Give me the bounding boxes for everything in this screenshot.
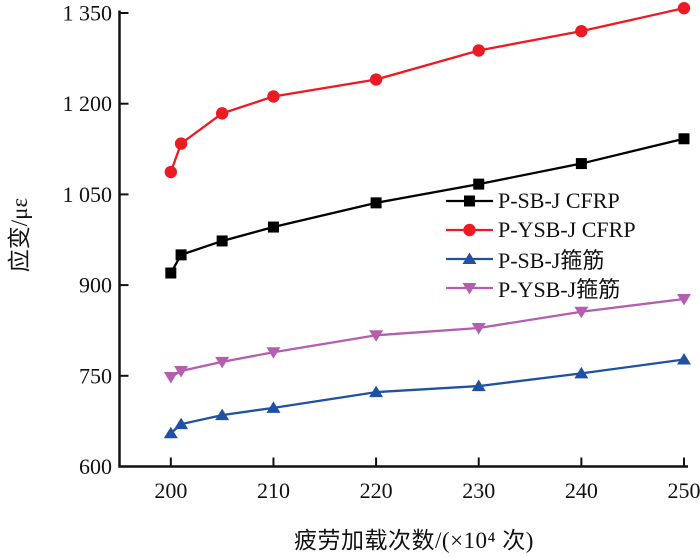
data-point-P-YSB-J-CFRP bbox=[575, 24, 588, 38]
data-point-P-YSB-J箍筋 bbox=[574, 306, 589, 319]
x-tick-label: 220 bbox=[360, 478, 393, 503]
series-line-P-SB-J-CFRP bbox=[169, 137, 685, 274]
data-point-P-YSB-J箍筋 bbox=[215, 356, 230, 369]
square-icon bbox=[446, 195, 493, 206]
data-point-P-YSB-J-CFRP bbox=[215, 107, 229, 120]
triangle-down-icon bbox=[446, 282, 493, 294]
data-point-P-SB-J箍筋 bbox=[163, 426, 178, 439]
data-point-P-SB-J箍筋 bbox=[471, 379, 486, 392]
legend-item-P-YSB-J-CFRP: P-YSB-J CFRP bbox=[446, 215, 636, 244]
legend-marker-circle-icon bbox=[463, 223, 476, 236]
y-tick-label: 1 350 bbox=[63, 1, 113, 26]
data-point-P-SB-J-CFRP bbox=[175, 249, 187, 261]
y-axis-title: 应变/με bbox=[7, 197, 32, 273]
data-point-P-SB-J-CFRP bbox=[267, 221, 279, 233]
x-tick-label: 230 bbox=[462, 478, 495, 503]
data-point-P-YSB-J箍筋 bbox=[471, 323, 486, 335]
data-point-P-SB-J箍筋 bbox=[174, 417, 189, 430]
x-tick-label: 200 bbox=[154, 478, 187, 503]
data-point-P-SB-J箍筋 bbox=[266, 401, 281, 413]
data-point-P-SB-J-CFRP bbox=[370, 197, 382, 209]
triangle-up-icon bbox=[446, 252, 493, 264]
data-point-P-YSB-J箍筋 bbox=[266, 347, 281, 359]
series-line-P-YSB-J箍筋 bbox=[170, 297, 685, 379]
legend-marker-triangle-up-icon bbox=[462, 252, 477, 264]
data-point-P-SB-J-CFRP bbox=[575, 158, 587, 170]
data-point-P-SB-J-CFRP bbox=[216, 235, 228, 247]
series-line-P-SB-J箍筋 bbox=[170, 358, 685, 435]
x-tick-label: 240 bbox=[565, 478, 598, 503]
data-point-P-SB-J-CFRP bbox=[473, 178, 485, 190]
y-tick-label: 900 bbox=[79, 273, 112, 298]
series-line-P-YSB-J-CFRP bbox=[169, 7, 685, 173]
data-point-P-YSB-J箍筋 bbox=[163, 372, 178, 384]
legend-item-P-SB-J-CFRP: P-SB-J CFRP bbox=[446, 186, 636, 215]
legend-label: P-YSB-J CFRP bbox=[498, 216, 636, 242]
data-point-P-YSB-J-CFRP bbox=[677, 1, 691, 15]
data-point-P-SB-J-CFRP bbox=[678, 133, 690, 145]
legend-marker-square-icon bbox=[464, 195, 475, 206]
x-tick-label: 250 bbox=[668, 478, 700, 503]
y-tick-label: 750 bbox=[79, 363, 112, 388]
x-axis-title: 疲劳加载次数/(×10⁴ 次) bbox=[294, 528, 534, 553]
legend-item-P-YSB-J箍筋: P-YSB-J箍筋 bbox=[446, 273, 636, 302]
y-tick-label: 600 bbox=[79, 454, 112, 479]
data-point-P-SB-J箍筋 bbox=[369, 385, 384, 398]
data-point-P-SB-J箍筋 bbox=[677, 352, 691, 365]
legend: P-SB-J CFRP P-YSB-J CFRP P-SB-J箍筋 P-YSB-J箍筋 bbox=[446, 186, 636, 302]
data-point-P-SB-J-CFRP bbox=[165, 267, 177, 279]
data-point-P-YSB-J-CFRP bbox=[369, 73, 383, 86]
data-point-P-YSB-J-CFRP bbox=[164, 165, 178, 179]
data-point-P-YSB-J-CFRP bbox=[267, 90, 280, 103]
legend-item-P-SB-J箍筋: P-SB-J箍筋 bbox=[446, 244, 636, 273]
data-point-P-YSB-J-CFRP bbox=[472, 44, 485, 57]
data-point-P-YSB-J-CFRP bbox=[174, 137, 188, 150]
data-point-P-YSB-J箍筋 bbox=[369, 330, 384, 342]
data-point-P-YSB-J箍筋 bbox=[174, 365, 189, 378]
legend-label: P-SB-J箍筋 bbox=[498, 247, 605, 273]
legend-label: P-SB-J CFRP bbox=[498, 187, 620, 213]
y-tick-label: 1 200 bbox=[63, 91, 113, 116]
data-point-P-SB-J箍筋 bbox=[574, 366, 589, 379]
y-tick-label: 1 050 bbox=[63, 182, 113, 207]
legend-marker-triangle-down-icon bbox=[462, 282, 477, 294]
x-tick-label: 210 bbox=[257, 478, 290, 503]
circle-icon bbox=[446, 223, 493, 236]
legend-label: P-YSB-J箍筋 bbox=[498, 276, 621, 302]
data-point-P-YSB-J箍筋 bbox=[677, 294, 691, 306]
data-point-P-SB-J箍筋 bbox=[215, 408, 230, 421]
